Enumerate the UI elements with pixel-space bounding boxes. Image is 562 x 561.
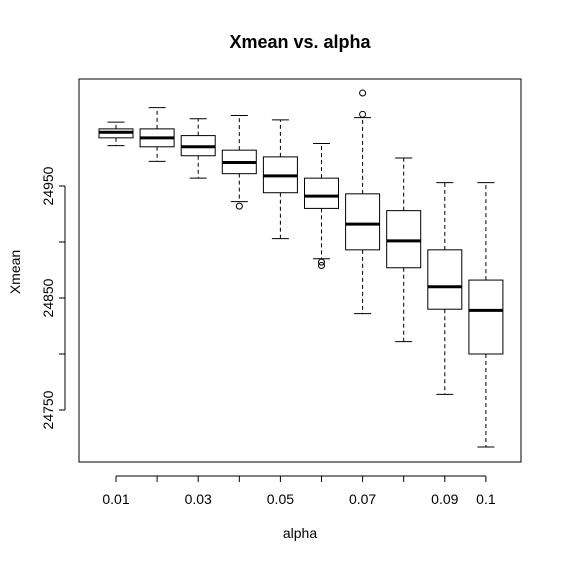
- outlier-point: [318, 258, 325, 266]
- x-tick-label: 0.1: [476, 491, 496, 507]
- box: [468, 279, 504, 355]
- outlier-point: [359, 89, 367, 97]
- outlier-point: [235, 202, 243, 210]
- box: [427, 249, 463, 310]
- x-tick-label: 0.09: [431, 491, 458, 507]
- y-axis-label: Xmean: [7, 250, 23, 294]
- plot-frame: [78, 78, 522, 463]
- outlier-point: [318, 262, 325, 270]
- x-tick-label: 0.05: [267, 491, 294, 507]
- y-tick-label: 24950: [40, 166, 56, 205]
- x-tick-label: 0.07: [349, 491, 376, 507]
- y-tick-label: 24750: [40, 390, 56, 429]
- box: [345, 193, 381, 251]
- chart-title: Xmean vs. alpha: [229, 32, 371, 52]
- x-tick-label: 0.01: [102, 491, 129, 507]
- box: [304, 177, 339, 209]
- y-tick-label: 24850: [40, 278, 56, 317]
- plot-marks: 0.01 0.03 0.05 0.07 0.09 0.1 24750 24850 24950: [40, 89, 504, 507]
- box: [386, 210, 422, 269]
- x-tick-label: 0.03: [185, 491, 212, 507]
- outlier-point: [359, 110, 367, 118]
- x-axis-label: alpha: [283, 525, 317, 541]
